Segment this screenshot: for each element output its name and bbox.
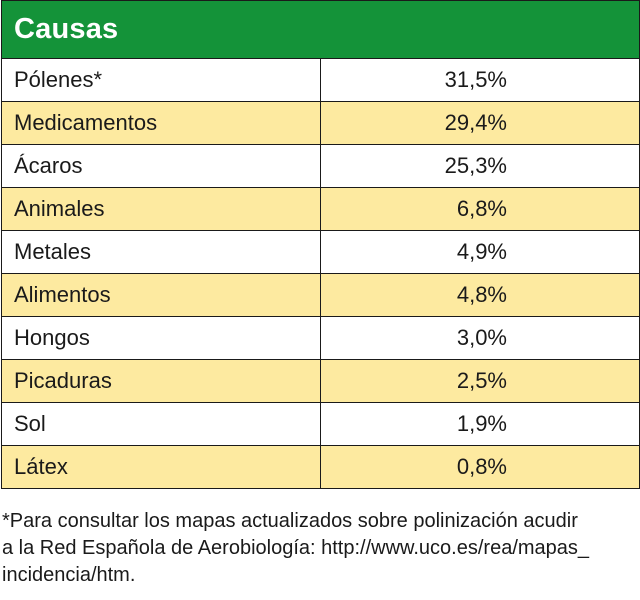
footnote-line: a la Red Española de Aerobiología: http:…: [2, 537, 590, 559]
table-row: Medicamentos 29,4%: [1, 101, 640, 145]
causes-table: Causas Pólenes* 31,5% Medicamentos 29,4% Áca…: [1, 0, 640, 489]
table-header-row: Causas: [1, 0, 640, 59]
footnote-line: incidencia/htm.: [2, 564, 136, 586]
causes-table-wrap: Causas Pólenes* 31,5% Medicamentos 29,4% Áca…: [1, 0, 640, 489]
table-row: Látex 0,8%: [1, 445, 640, 489]
cause-cell: Sol: [1, 402, 321, 446]
table-row: Metales 4,9%: [1, 230, 640, 274]
percentage-cell: 3,0%: [320, 316, 640, 360]
table-row: Hongos 3,0%: [1, 316, 640, 360]
table-row: Animales 6,8%: [1, 187, 640, 231]
footnote: *Para consultar los mapas actualizados s…: [2, 508, 632, 589]
percentage-cell: 29,4%: [320, 101, 640, 145]
table-body: Pólenes* 31,5% Medicamentos 29,4% Ácaros 25,3…: [1, 58, 640, 489]
cause-cell: Ácaros: [1, 144, 321, 188]
percentage-cell: 0,8%: [320, 445, 640, 489]
percentage-cell: 4,9%: [320, 230, 640, 274]
percentage-cell: 25,3%: [320, 144, 640, 188]
table-row: Picaduras 2,5%: [1, 359, 640, 403]
table-row: Ácaros 25,3%: [1, 144, 640, 188]
percentage-cell: 31,5%: [320, 58, 640, 102]
percentage-cell: 6,8%: [320, 187, 640, 231]
table-header-causas: Causas: [1, 0, 640, 59]
cause-cell: Animales: [1, 187, 321, 231]
cause-cell: Látex: [1, 445, 321, 489]
cause-cell: Pólenes*: [1, 58, 321, 102]
cause-cell: Metales: [1, 230, 321, 274]
footnote-line: *Para consultar los mapas actualizados s…: [2, 510, 578, 532]
cause-cell: Hongos: [1, 316, 321, 360]
table-row: Pólenes* 31,5%: [1, 58, 640, 102]
table-row: Sol 1,9%: [1, 402, 640, 446]
table-row: Alimentos 4,8%: [1, 273, 640, 317]
cause-cell: Medicamentos: [1, 101, 321, 145]
percentage-cell: 2,5%: [320, 359, 640, 403]
cause-cell: Alimentos: [1, 273, 321, 317]
percentage-cell: 1,9%: [320, 402, 640, 446]
percentage-cell: 4,8%: [320, 273, 640, 317]
cause-cell: Picaduras: [1, 359, 321, 403]
